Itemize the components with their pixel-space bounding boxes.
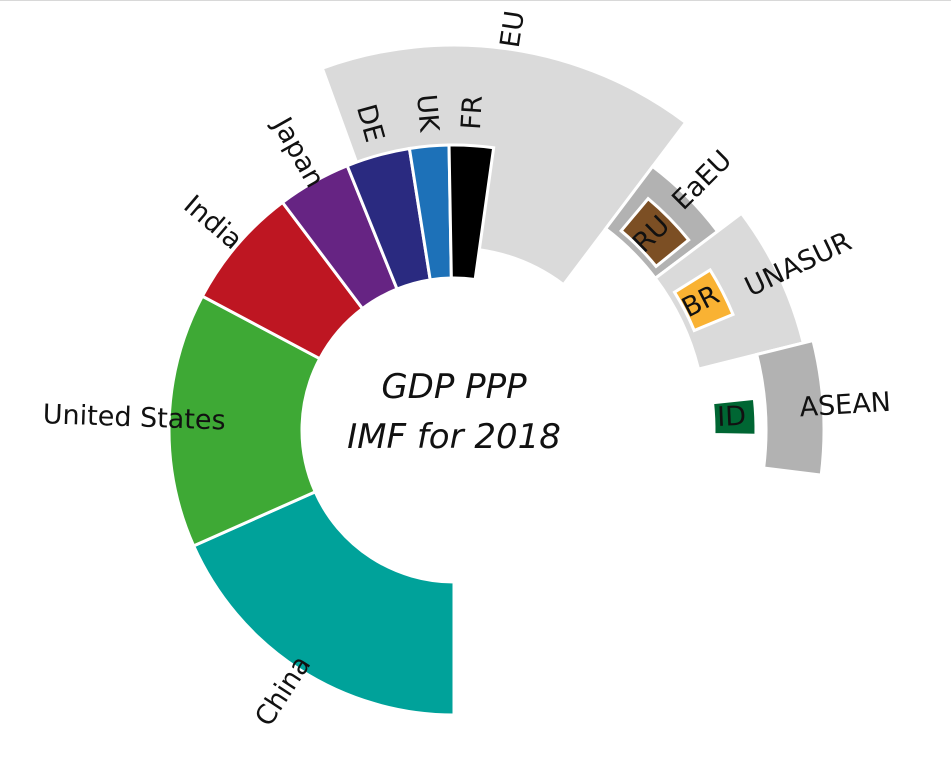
- country-segment-br: [672, 267, 735, 333]
- center-title-line-1: GDP PPP: [381, 367, 527, 407]
- country-segment-fr: [447, 143, 496, 282]
- label-eaeu: EaEU: [666, 145, 738, 217]
- top-divider: [0, 0, 951, 1]
- chart-center-title: GDP PPP IMF for 2018: [347, 367, 561, 457]
- label-china: China: [249, 650, 317, 732]
- country-segment-united-states: [167, 294, 322, 548]
- label-id: ID: [717, 401, 747, 433]
- country-segment-china: [191, 489, 456, 717]
- bloc-segment-asean: [754, 338, 826, 477]
- country-segment-id: [710, 396, 758, 437]
- country-segments: [167, 143, 758, 717]
- label-united-states: United States: [42, 399, 226, 436]
- label-uk: UK: [410, 93, 444, 134]
- label-asean: ASEAN: [799, 387, 892, 424]
- label-fr: FR: [456, 94, 489, 130]
- center-title-line-2: IMF for 2018: [347, 417, 561, 457]
- label-eu: EU: [495, 9, 531, 50]
- country-segment-ru: [619, 196, 691, 269]
- label-japan: Japan: [265, 111, 330, 194]
